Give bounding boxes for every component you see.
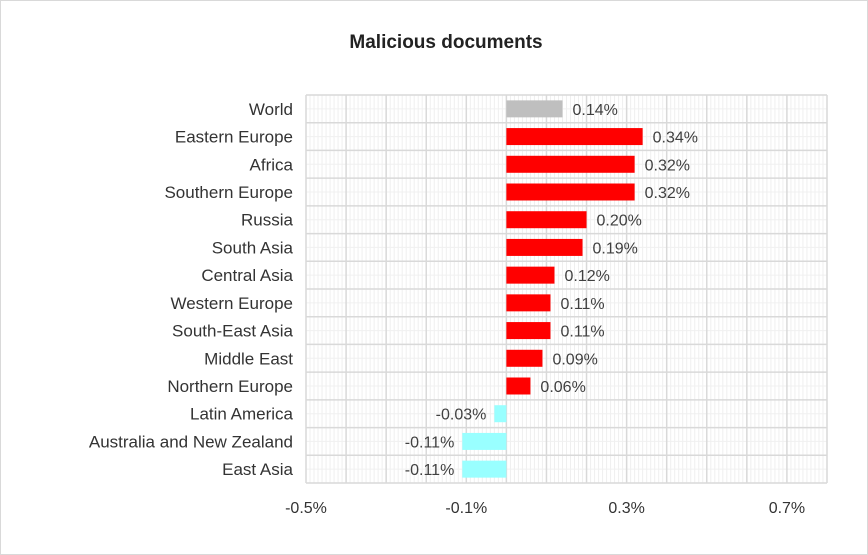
- bar: [506, 211, 587, 229]
- bar: [506, 377, 531, 395]
- category-label: Africa: [250, 155, 294, 174]
- data-label: -0.11%: [405, 434, 455, 451]
- bar: [462, 432, 507, 450]
- category-label: South Asia: [212, 238, 294, 257]
- bar: [462, 460, 507, 478]
- category-label: South-East Asia: [172, 322, 294, 341]
- bar: [506, 349, 543, 367]
- data-label: 0.09%: [552, 351, 597, 368]
- category-label: Southern Europe: [164, 183, 293, 202]
- category-label: East Asia: [222, 460, 293, 479]
- data-label: 0.32%: [645, 157, 690, 174]
- x-tick-label: 0.7%: [769, 500, 805, 517]
- category-label: Russia: [241, 211, 294, 230]
- data-label: 0.32%: [645, 185, 690, 202]
- data-label: -0.11%: [405, 462, 455, 479]
- category-label: Middle East: [204, 349, 293, 368]
- data-label: -0.03%: [436, 407, 487, 424]
- category-label: Australia and New Zealand: [89, 432, 293, 451]
- category-label: World: [249, 100, 293, 119]
- category-label: Eastern Europe: [175, 128, 293, 147]
- category-label: Latin America: [190, 405, 294, 424]
- bar: [506, 183, 635, 201]
- data-label: 0.14%: [572, 102, 617, 119]
- chart-title: Malicious documents: [349, 32, 542, 53]
- category-label: Western Europe: [170, 294, 293, 313]
- bar: [506, 294, 551, 312]
- x-tick-label: -0.5%: [285, 500, 327, 517]
- category-label: Central Asia: [201, 266, 293, 285]
- bar: [494, 405, 507, 423]
- x-tick-label: 0.3%: [608, 500, 644, 517]
- data-label: 0.19%: [593, 240, 638, 257]
- bar: [506, 155, 635, 173]
- bar: [506, 100, 563, 118]
- data-label: 0.06%: [540, 379, 585, 396]
- bar: [506, 238, 583, 256]
- data-label: 0.34%: [653, 130, 698, 147]
- data-label: 0.20%: [597, 213, 642, 230]
- x-tick-label: -0.1%: [445, 500, 487, 517]
- bar: [506, 322, 551, 340]
- bar: [506, 128, 643, 146]
- data-label: 0.11%: [560, 296, 604, 313]
- bar: [506, 266, 555, 284]
- category-label: Northern Europe: [167, 377, 293, 396]
- data-label: 0.11%: [560, 324, 604, 341]
- data-label: 0.12%: [564, 268, 609, 285]
